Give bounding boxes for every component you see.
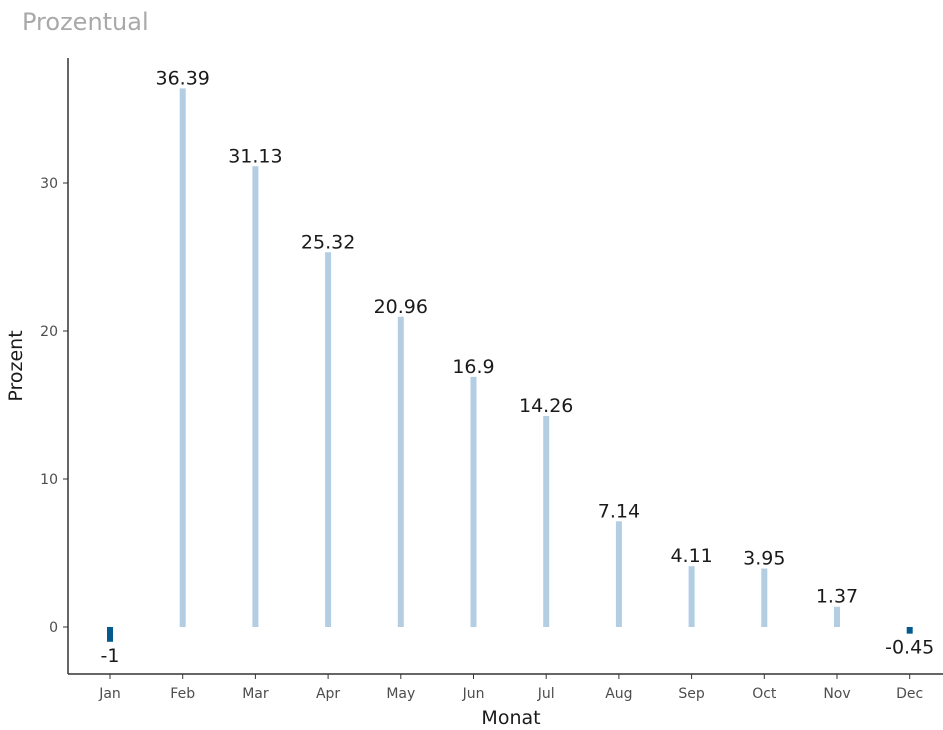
y-tick-label: 10 — [40, 472, 58, 488]
x-tick-label: Oct — [752, 686, 777, 702]
data-label: 4.11 — [670, 545, 712, 567]
bars — [107, 88, 913, 642]
y-axis: 0 10 20 30 — [40, 58, 69, 674]
x-tick-label: Apr — [316, 686, 340, 702]
x-axis: Jan Feb Mar Apr May Jun Jul Aug Sep Oct Nov Dec — [68, 673, 943, 702]
bar — [107, 627, 113, 642]
data-label: -0.45 — [885, 637, 934, 659]
data-label: -1 — [101, 645, 120, 667]
y-tick-label: 30 — [40, 176, 58, 192]
bar — [543, 415, 550, 627]
y-axis-title: Prozent — [5, 330, 27, 401]
data-label: 36.39 — [155, 67, 209, 89]
data-label: 16.9 — [452, 356, 494, 378]
bar — [325, 252, 332, 628]
data-labels: -1 36.39 31.13 25.32 20.96 16.9 14.26 7.14 4.11 3… — [101, 67, 935, 666]
data-label: 31.13 — [228, 145, 282, 167]
x-tick-label: Aug — [605, 686, 632, 702]
data-label: 1.37 — [816, 586, 858, 608]
data-label: 14.26 — [519, 395, 573, 417]
y-tick-label: 0 — [49, 620, 58, 636]
x-tick-label: Feb — [170, 686, 195, 702]
data-label: 7.14 — [598, 500, 640, 522]
x-tick-label: Jun — [462, 686, 485, 702]
x-axis-title: Monat — [481, 707, 540, 729]
x-tick-label: Jan — [98, 686, 121, 702]
data-label: 3.95 — [743, 548, 785, 570]
x-tick-label: Nov — [823, 686, 850, 702]
x-tick-label: Mar — [242, 686, 269, 702]
data-label: 25.32 — [301, 231, 355, 253]
bar — [688, 566, 695, 627]
x-tick-label: May — [386, 686, 415, 702]
bar — [470, 376, 477, 627]
bar — [906, 627, 913, 634]
bar — [761, 568, 768, 627]
page-title: Prozentual — [22, 8, 149, 36]
bar — [615, 521, 622, 627]
bar — [397, 316, 404, 627]
y-tick-label: 20 — [40, 324, 58, 340]
x-tick-label: Jul — [537, 686, 555, 702]
x-tick-label: Sep — [678, 686, 705, 702]
bar — [252, 166, 259, 627]
bar — [179, 88, 186, 628]
data-label: 20.96 — [374, 296, 428, 318]
bar — [834, 606, 840, 627]
x-tick-label: Dec — [896, 686, 923, 702]
